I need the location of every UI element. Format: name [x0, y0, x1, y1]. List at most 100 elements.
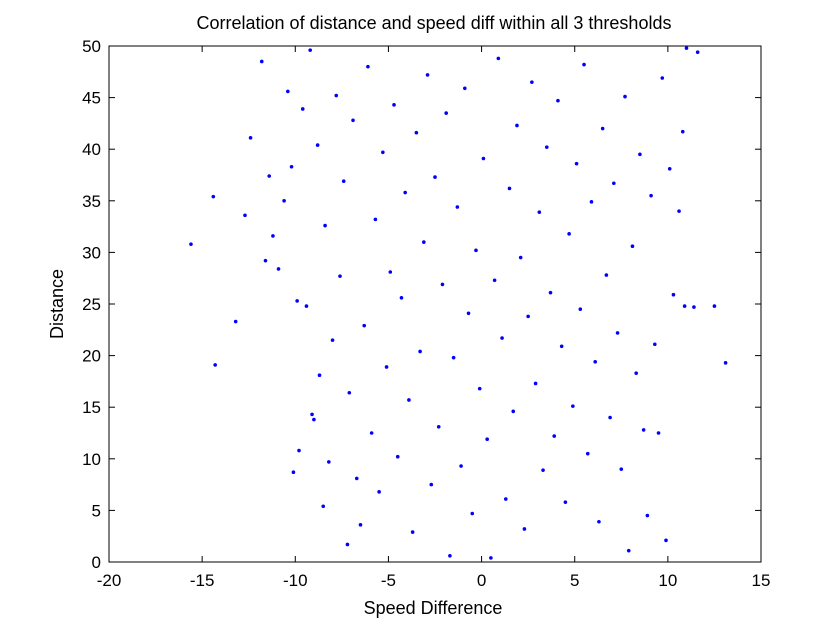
scatter-point [585, 451, 590, 456]
scatter-point [481, 156, 486, 161]
scatter-point [395, 454, 400, 459]
x-tick-label: -10 [283, 571, 308, 590]
scatter-point [578, 307, 583, 311]
scatter-point [243, 213, 247, 218]
y-axis-label: Distance [47, 269, 67, 339]
scatter-point [358, 523, 363, 527]
y-tick-label: 5 [92, 501, 101, 520]
scatter-point [548, 290, 553, 295]
scatter-point [571, 404, 575, 408]
scatter-point [593, 359, 598, 364]
scatter-point [315, 143, 320, 147]
scatter-point [436, 425, 441, 429]
scatter-point [723, 361, 728, 365]
scatter-point [612, 181, 616, 186]
scatter-point [271, 234, 275, 238]
scatter-point [233, 319, 238, 324]
scatter-point [384, 365, 389, 369]
scatter-point [327, 460, 331, 464]
scatter-point [526, 314, 530, 319]
scatter-point [330, 338, 335, 342]
scatter-point [470, 511, 475, 516]
scatter-point [563, 500, 568, 504]
scatter-point [317, 373, 322, 378]
scatter-point [466, 311, 471, 316]
scatter-point [297, 448, 301, 453]
scatter-point [680, 129, 685, 134]
scatter-point [507, 186, 512, 191]
scatter-point [664, 538, 668, 543]
scatter-point [671, 292, 676, 297]
scatter-point [308, 48, 312, 52]
scatter-point [634, 371, 638, 375]
scatter-point [451, 355, 456, 360]
scatter-point [282, 199, 286, 203]
scatter-point [366, 64, 370, 69]
scatter-point [638, 152, 642, 157]
scatter-point [373, 217, 378, 222]
scatter-point [345, 542, 350, 547]
scatter-point [321, 504, 326, 509]
x-axis: -20 -15 -10 -5 0 5 10 15 [97, 46, 771, 590]
scatter-point [645, 513, 650, 518]
scatter-point [677, 209, 681, 213]
x-tick-label: -5 [381, 571, 396, 590]
scatter-point [310, 412, 314, 417]
scatter-point [381, 150, 385, 155]
scatter-point [649, 193, 653, 198]
scatter-point [556, 98, 560, 103]
x-tick-label: -20 [97, 571, 122, 590]
scatter-point [518, 255, 523, 260]
scatter-point [660, 76, 665, 80]
scatter-point [522, 527, 527, 531]
chart-title: Correlation of distance and speed diff w… [197, 13, 672, 33]
x-tick-label: 5 [570, 571, 579, 590]
scatter-point [444, 111, 448, 115]
scatter-point [712, 304, 717, 308]
scatter-point [414, 130, 419, 135]
scatter-point [541, 468, 545, 472]
y-tick-label: 40 [82, 140, 101, 159]
x-tick-label: 10 [658, 571, 677, 590]
scatter-point [334, 93, 339, 98]
scatter-point [533, 381, 538, 386]
scatter-point [537, 210, 542, 214]
scatter-point [604, 273, 609, 277]
scatter-point [289, 164, 294, 169]
scatter-point [492, 278, 497, 283]
scatter-point [399, 296, 404, 300]
scatter-point [418, 349, 422, 354]
scatter-point [630, 244, 635, 249]
scatter-point [392, 103, 396, 107]
scatter-point [552, 434, 557, 438]
scatter-point [323, 223, 327, 228]
scatter-point [403, 190, 407, 195]
scatter-point [589, 200, 594, 204]
scatter-point [312, 417, 316, 422]
scatter-point [267, 174, 272, 178]
scatter-point [341, 179, 346, 183]
scatter-point [489, 556, 493, 560]
scatter-point [600, 126, 605, 131]
scatter-point [597, 519, 601, 524]
scatter-point [485, 437, 489, 441]
scatter-point [263, 258, 268, 263]
scatter-point [388, 270, 393, 274]
y-tick-label: 35 [82, 192, 101, 211]
scatter-point [530, 80, 534, 84]
scatter-point [369, 431, 374, 435]
scatter-point [422, 240, 426, 244]
scatter-point [574, 161, 579, 166]
scatter-point [474, 248, 478, 253]
scatter-point [448, 554, 452, 558]
scatter-point [291, 470, 296, 475]
scatter-point [496, 56, 501, 61]
scatter-point [455, 205, 460, 209]
scatter-point [684, 46, 689, 50]
scatter-point [248, 136, 253, 140]
x-tick-label: 15 [752, 571, 771, 590]
y-axis: 0 5 10 15 20 25 30 35 40 45 50 [82, 37, 761, 572]
scatter-point [276, 267, 281, 271]
y-tick-label: 20 [82, 347, 101, 366]
